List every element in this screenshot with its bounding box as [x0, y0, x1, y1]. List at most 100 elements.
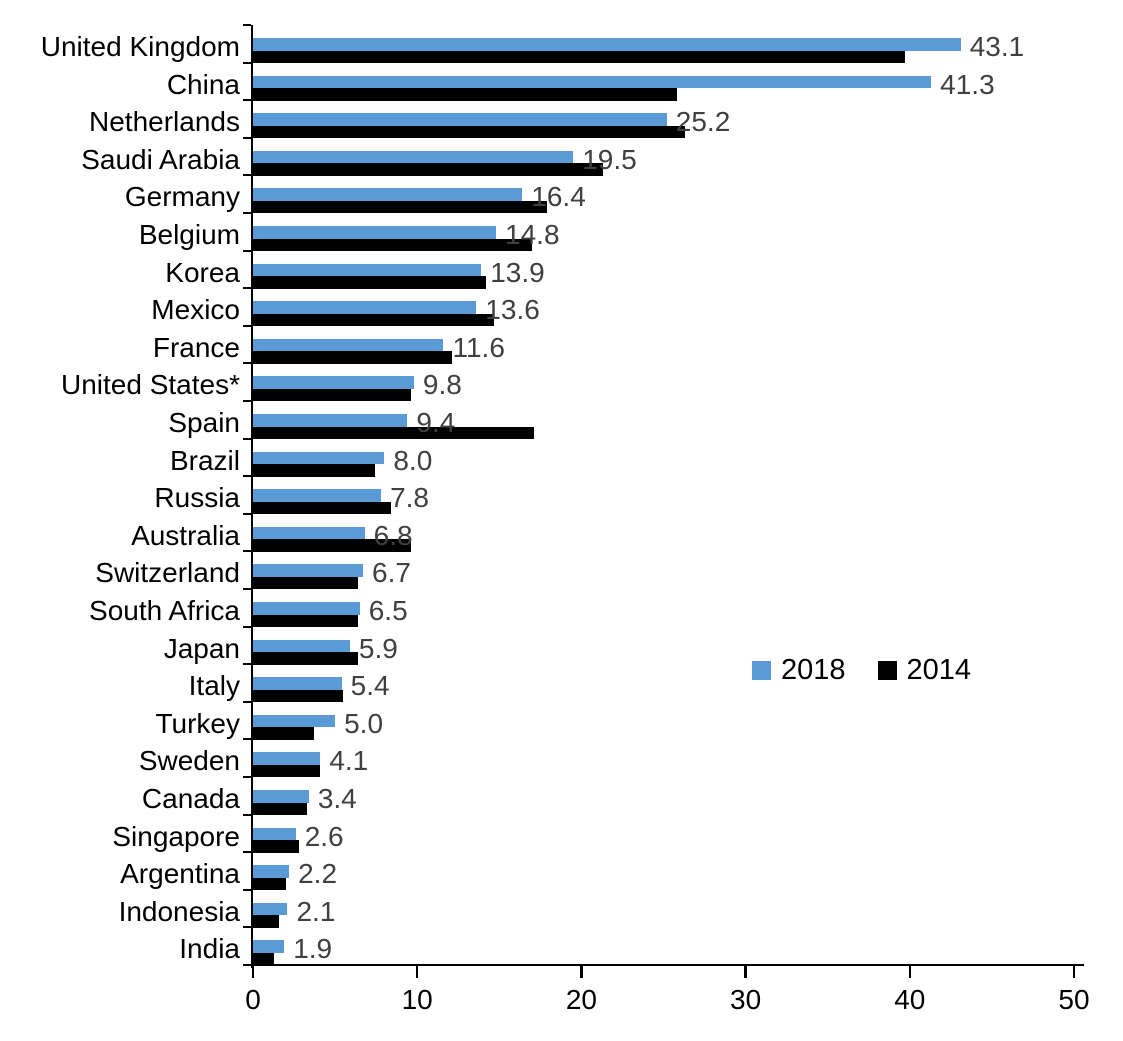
category-label: United Kingdom [40, 31, 240, 62]
bar-2014 [253, 652, 359, 665]
x-axis-tick-label: 10 [401, 984, 433, 1015]
category-label: Australia [131, 519, 240, 551]
category-label: Saudi Arabia [81, 143, 240, 175]
category-label: Russia [154, 482, 240, 514]
y-axis-tick [243, 663, 251, 666]
bar-2014 [253, 877, 286, 891]
data-label: 5.0 [344, 707, 384, 739]
y-axis-tick [243, 475, 251, 478]
y-axis-tick [243, 174, 251, 177]
category-label: Brazil [169, 444, 240, 476]
bar-2014 [253, 689, 344, 703]
data-label: 16.4 [531, 181, 586, 213]
data-label: 5.4 [350, 670, 390, 702]
bar-2014 [253, 351, 452, 364]
bar-2014 [253, 727, 314, 740]
bar-2018 [253, 940, 285, 953]
legend-label-2014: 2014 [906, 654, 972, 686]
data-label: 2.2 [298, 858, 338, 890]
bar-2018 [253, 113, 667, 126]
bar-2014 [253, 50, 905, 63]
bar-2018 [253, 752, 321, 765]
y-axis-tick [243, 249, 251, 252]
x-axis-tick [1072, 965, 1076, 978]
y-axis-tick [243, 738, 251, 741]
data-label: 9.4 [416, 407, 456, 438]
category-label: China [166, 68, 240, 100]
y-axis-tick [243, 287, 251, 290]
x-axis-tick-label: 20 [565, 984, 597, 1015]
data-label: 2.1 [296, 895, 336, 927]
y-axis-tick [243, 625, 251, 628]
y-axis-tick [243, 324, 251, 327]
bar-2018 [253, 790, 309, 803]
category-label: Italy [188, 670, 240, 702]
bar-2014 [253, 163, 603, 176]
x-axis-tick [908, 965, 912, 978]
category-label: South Africa [89, 595, 240, 626]
bar-2014 [253, 238, 533, 251]
bar-2018 [253, 902, 288, 916]
y-axis-tick [243, 400, 251, 402]
y-axis-tick [243, 888, 251, 891]
bar-2018 [253, 150, 574, 164]
data-label: 6.5 [368, 595, 408, 626]
category-label: France [152, 331, 240, 363]
data-label: 8.0 [393, 444, 433, 476]
category-label: Korea [165, 256, 240, 288]
y-axis-tick [243, 99, 251, 102]
y-axis-tick [243, 588, 251, 590]
bar-2018 [253, 865, 290, 878]
bar-2014 [253, 802, 308, 815]
bar-2018 [253, 827, 296, 841]
data-label: 25.2 [675, 106, 731, 138]
chart-legend: 2018 2014 [752, 654, 971, 687]
x-axis-tick-label: 30 [730, 984, 762, 1015]
legend-item-2014: 2014 [877, 654, 972, 687]
y-axis-tick [243, 926, 251, 929]
data-label: 11.6 [452, 331, 505, 363]
category-label: Netherlands [89, 106, 240, 138]
data-label: 4.1 [329, 745, 369, 777]
x-axis-tick [580, 965, 583, 978]
data-label: 41.3 [940, 68, 995, 100]
bar-2018 [253, 564, 363, 577]
y-axis-tick [243, 776, 251, 778]
bar-2014 [253, 840, 299, 853]
bar-2018 [253, 338, 444, 352]
data-label: 2.6 [304, 820, 344, 852]
category-label: United States* [61, 369, 240, 401]
data-label: 1.9 [293, 933, 333, 965]
y-axis-tick [243, 813, 251, 816]
bar-2018 [253, 639, 350, 653]
x-axis-tick-label: 50 [1058, 984, 1090, 1015]
y-axis-tick [243, 24, 251, 26]
bar-2014 [253, 915, 280, 928]
bar-2018 [253, 526, 365, 540]
y-axis-tick [243, 851, 251, 854]
legend-item-2018: 2018 [752, 654, 846, 687]
bar-2014 [253, 388, 411, 402]
data-label: 43.1 [969, 31, 1025, 62]
data-label: 9.8 [422, 369, 462, 401]
bar-2018 [253, 226, 497, 239]
bar-2014 [253, 539, 411, 552]
data-label: 6.7 [372, 557, 411, 589]
bar-2014 [253, 276, 487, 289]
bar-2018 [253, 188, 523, 201]
y-axis-line [250, 25, 253, 968]
y-axis-tick [243, 61, 251, 64]
bar-2014 [253, 952, 275, 966]
x-axis-tick [415, 965, 419, 978]
category-label: Japan [163, 632, 240, 664]
category-label: Belgium [138, 219, 240, 250]
data-label: 7.8 [390, 482, 429, 514]
y-axis-tick [243, 362, 251, 365]
category-label: Switzerland [95, 557, 240, 589]
y-axis-tick [243, 964, 251, 966]
category-label: Indonesia [118, 895, 240, 927]
bar-2018 [253, 38, 961, 51]
bar-2014 [253, 501, 391, 515]
legend-swatch-2018-icon [752, 661, 771, 680]
